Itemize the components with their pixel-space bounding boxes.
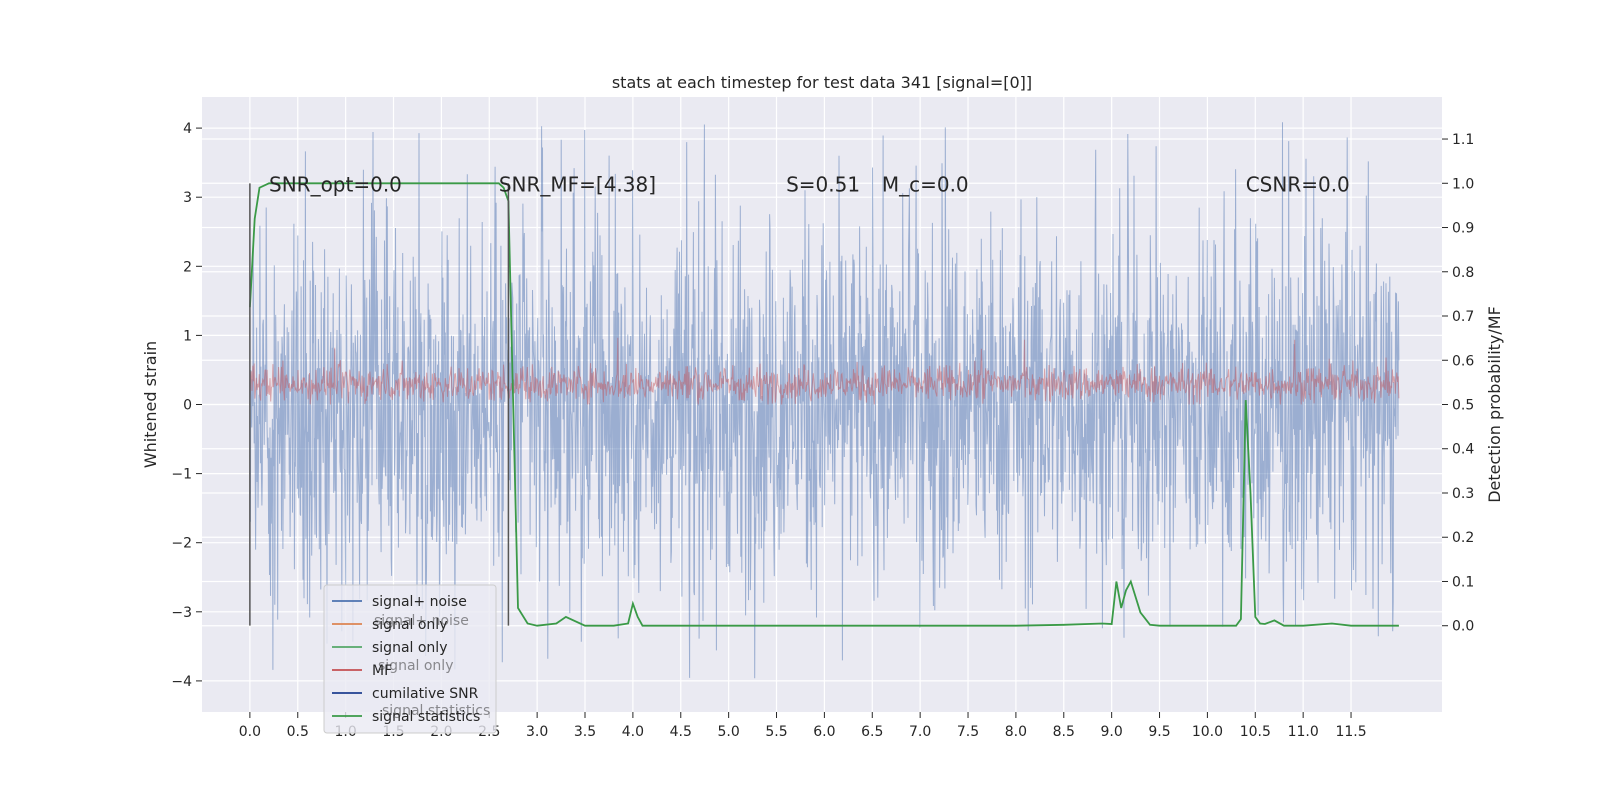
annotation-text: S=0.51: [786, 172, 860, 196]
x-tick-label: 9.5: [1148, 724, 1170, 740]
y-axis-label: Whitened strain: [141, 341, 160, 468]
y2-tick-label: 0.9: [1452, 221, 1474, 237]
x-tick-label: 9.0: [1101, 724, 1123, 740]
legend-box: [323, 584, 497, 734]
x-tick-label: 11.5: [1335, 724, 1366, 740]
series-signal-plus-noise: [249, 122, 1400, 679]
x-tick-label: 5.0: [718, 724, 740, 740]
x-tick-label: 7.5: [957, 724, 979, 740]
y-tick-label: 0: [183, 398, 192, 414]
y2-tick-label: 0.7: [1452, 309, 1474, 325]
y-tick-label: −4: [171, 674, 192, 690]
x-tick-label: 8.0: [1005, 724, 1027, 740]
y2-tick-label: 0.8: [1452, 265, 1474, 281]
x-tick-label: 0.0: [239, 724, 261, 740]
y-tick-label: −1: [171, 467, 192, 483]
y2-tick-label: 0.1: [1452, 574, 1474, 590]
y-tick-label: 2: [183, 259, 192, 275]
x-tick-label: 5.5: [765, 724, 787, 740]
annotation-text: CSNR=0.0: [1246, 172, 1350, 196]
x-tick-label: 3.0: [526, 724, 548, 740]
y2-tick-label: 1.1: [1452, 132, 1474, 148]
legend-ghost-label: signal+ noise: [374, 613, 469, 629]
annotation-text: SNR_opt=0.0: [269, 172, 402, 196]
y-tick-label: −3: [171, 605, 192, 621]
legend-label: MF: [372, 663, 392, 679]
x-tick-label: 3.5: [574, 724, 596, 740]
x-tick-label: 4.5: [670, 724, 692, 740]
x-tick-label: 8.5: [1053, 724, 1075, 740]
legend-label: signal only: [372, 617, 447, 633]
series-signal-statistics: [249, 182, 1399, 627]
series-layer: [249, 122, 1400, 679]
y2-tick-label: 0.2: [1452, 530, 1474, 546]
y-tick-label: 4: [183, 121, 192, 137]
y2-tick-label: 0.5: [1452, 398, 1474, 414]
x-tick-label: 6.5: [861, 724, 883, 740]
x-tick-label: 10.5: [1240, 724, 1271, 740]
legend-label: signal statistics: [372, 709, 480, 725]
vertical-markers: [249, 183, 510, 626]
annotation-text: SNR_MF=[4.38]: [499, 172, 656, 196]
legend-label: signal only: [372, 640, 447, 656]
y-tick-label: −2: [171, 536, 192, 552]
y2-tick-label: 0.3: [1452, 486, 1474, 502]
y-tick-label: 3: [183, 190, 192, 206]
y-axis-ticks: −4 −3 −2 −1 0 1 2 3 4: [171, 121, 202, 690]
x-tick-label: 4.0: [622, 724, 644, 740]
series-mf: [249, 337, 1400, 405]
x-tick-label: 7.0: [909, 724, 931, 740]
y2-tick-label: 0.4: [1452, 442, 1474, 458]
x-tick-label: 11.0: [1288, 724, 1319, 740]
annotation-text: M_c=0.0: [882, 172, 969, 196]
legend-ghost-label: signal statistics: [382, 703, 490, 719]
y2-tick-label: 0.6: [1452, 353, 1474, 369]
x-tick-label: 6.0: [813, 724, 835, 740]
legend-label: cumilative SNR: [372, 686, 479, 702]
y2-axis-ticks: 0.0 0.1 0.2 0.3 0.4 0.5 0.6 0.7 0.8 0.9 1.0 1.1: [1442, 132, 1474, 635]
y2-tick-label: 1.0: [1452, 176, 1474, 192]
annotations: SNR_opt=0.0 SNR_MF=[4.38] S=0.51 M_c=0.0 CSN…: [269, 172, 1350, 196]
legend-label: signal+ noise: [372, 594, 467, 610]
x-tick-label: 10.0: [1192, 724, 1223, 740]
y2-tick-label: 0.0: [1452, 619, 1474, 635]
y2-axis-label: Detection probability/MF: [1485, 306, 1504, 503]
chart-title: stats at each timestep for test data 341…: [612, 73, 1032, 92]
x-tick-label: 0.5: [287, 724, 309, 740]
legend-ghost-label: signal only: [378, 658, 453, 674]
y-tick-label: 1: [183, 328, 192, 344]
